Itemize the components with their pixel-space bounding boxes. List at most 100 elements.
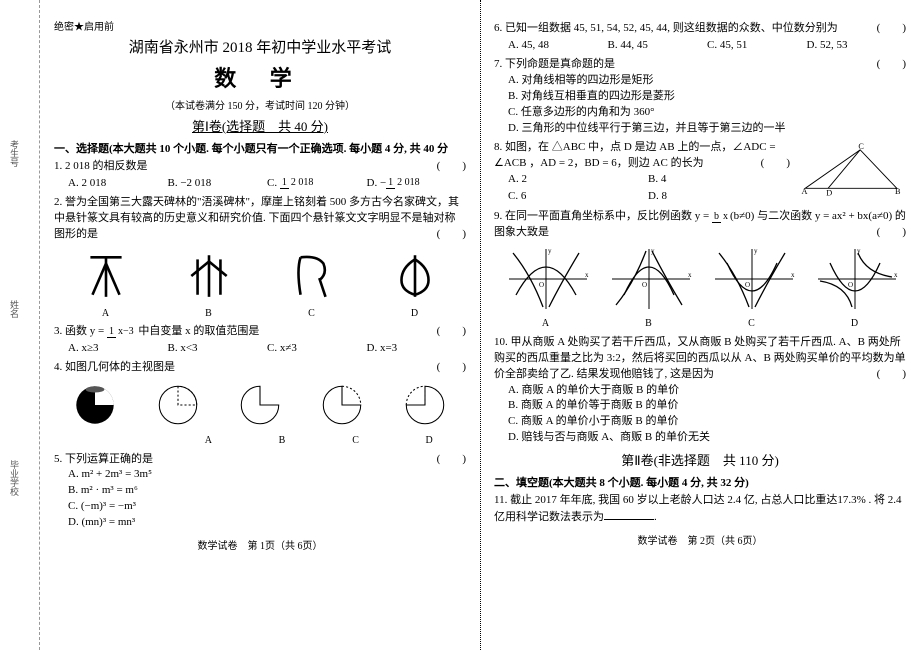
part-1-heading: 第Ⅰ卷(选择题 共 40 分) — [54, 116, 466, 135]
opt-d: D. (mn)³ = mn³ — [68, 515, 466, 531]
page-footer-2: 数学试卷 第 2页（共 6页） — [494, 532, 906, 547]
opt-c: C. x≠3 — [267, 341, 367, 357]
glyph-a — [76, 247, 136, 303]
svg-text:x: x — [585, 271, 589, 279]
answer-paren: ( ) — [877, 57, 906, 73]
question-1: 1. 2 018 的相反数是 ( ) A. 2 018 B. −2 018 C.… — [54, 159, 466, 192]
question-11: 11. 截止 2017 年年底, 我国 60 岁以上老龄人口达 2.4 亿, 占… — [494, 493, 906, 526]
opt-a: A. x≥3 — [68, 341, 168, 357]
q4-stem: 4. 如图几何体的主视图是 — [54, 361, 175, 373]
svg-text:O: O — [745, 281, 750, 289]
answer-paren: ( ) — [437, 452, 466, 468]
q8-stem: 8. 如图，在 △ABC 中，点 D 是边 AB 上的一点，∠ADC = ∠AC… — [494, 141, 776, 169]
section-2-heading: 二、填空题(本大题共 8 个小题. 每小题 4 分, 共 32 分) — [494, 474, 906, 490]
question-2: 2. 誉为全国第三大露天碑林的"浯溪碑林"，摩崖上铭刻着 500 多方古今名家碑… — [54, 195, 466, 321]
opt-c: C. 商贩 A 的单价小于商贩 B 的单价 — [508, 414, 906, 430]
question-10: 10. 甲从商贩 A 处购买了若干斤西瓜，又从商贩 B 处购买了若干斤西瓜. A… — [494, 335, 906, 447]
svg-text:B: B — [895, 186, 901, 195]
q7-stem: 7. 下列命题是真命题的是 — [494, 58, 615, 70]
svg-text:O: O — [539, 281, 544, 289]
q4-figs — [54, 379, 466, 431]
binding-label: 毕业学校 — [8, 460, 21, 496]
right-column: 6. 已知一组数据 45, 51, 54, 52, 45, 44, 则这组数据的… — [480, 0, 920, 650]
opt-c: C. 6 — [508, 189, 648, 205]
q1-options: A. 2 018 B. −2 018 C. 12 018 D. −12 018 — [68, 176, 466, 192]
svg-text:O: O — [848, 281, 853, 289]
opt-d: D. 赔钱与否与商贩 A、商贩 B 的单价无关 — [508, 430, 906, 446]
q9-stem-2: 图象大致是( ) — [494, 225, 906, 241]
opt-a: A. 45, 48 — [508, 38, 608, 54]
q9-labels: ABCD — [494, 317, 906, 332]
opt-b: B. 4 — [648, 172, 788, 188]
page-footer-1: 数学试卷 第 1页（共 6页） — [54, 537, 466, 552]
q2-stem: 2. 誉为全国第三大露天碑林的"浯溪碑林"，摩崖上铭刻着 500 多方古今名家碑… — [54, 196, 459, 240]
q9-stem: 9. 在同一平面直角坐标系中，反比例函数 y = bx(b≠0) 与二次函数 y… — [494, 210, 906, 222]
exam-region-title: 湖南省永州市 2018 年初中学业水平考试 — [54, 36, 466, 57]
pie-c — [316, 379, 368, 431]
opt-c: C. 12 018 — [267, 176, 367, 192]
opt-c: C. 45, 51 — [707, 38, 807, 54]
opt-a: A. 商贩 A 的单价大于商贩 B 的单价 — [508, 383, 906, 399]
pie-a — [152, 379, 204, 431]
chart-a: xyO — [501, 245, 591, 313]
opt-b: B. 对角线互相垂直的四边形是菱形 — [508, 89, 906, 105]
question-9: 9. 在同一平面直角坐标系中，反比例函数 y = bx(b≠0) 与二次函数 y… — [494, 209, 906, 331]
svg-text:C: C — [858, 142, 864, 151]
solid-icon — [69, 379, 121, 431]
opt-b: B. m² · m³ = m⁶ — [68, 483, 466, 499]
pie-d — [399, 379, 451, 431]
svg-text:A: A — [802, 186, 808, 195]
q10-stem: 10. 甲从商贩 A 处购买了若干斤西瓜，又从商贩 B 处购买了若干斤西瓜. A… — [494, 336, 906, 380]
opt-d: D. 三角形的中位线平行于第三边，并且等于第三边的一半 — [508, 121, 906, 137]
triangle-figure: A D B C — [796, 142, 906, 198]
svg-text:O: O — [642, 281, 647, 289]
binding-margin: 考生号 姓名 毕业学校 — [0, 0, 40, 650]
exam-info: （本试卷满分 150 分，考试时间 120 分钟） — [54, 97, 466, 112]
opt-c: C. (−m)³ = −m³ — [68, 499, 466, 515]
chart-b: xyO — [604, 245, 694, 313]
svg-text:x: x — [791, 271, 795, 279]
opt-a: A. m² + 2m³ = 3m⁵ — [68, 467, 466, 483]
pie-b — [234, 379, 286, 431]
binding-label: 考生号 — [8, 140, 21, 167]
answer-paren: ( ) — [437, 324, 466, 340]
answer-paren: ( ) — [761, 156, 790, 172]
q6-options: A. 45, 48 B. 44, 45 C. 45, 51 D. 52, 53 — [508, 38, 906, 54]
section-1-heading: 一、选择题(本大题共 10 个小题. 每个小题只有一个正确选项. 每小题 4 分… — [54, 140, 466, 156]
opt-d: D. 8 — [648, 189, 788, 205]
svg-text:x: x — [688, 271, 692, 279]
q3-options: A. x≥3 B. x<3 C. x≠3 D. x=3 — [68, 341, 466, 357]
opt-b: B. 44, 45 — [608, 38, 708, 54]
binding-label: 姓名 — [8, 300, 21, 318]
q5-options: A. m² + 2m³ = 3m⁵ B. m² · m³ = m⁶ C. (−m… — [68, 467, 466, 531]
part-2-heading: 第Ⅱ卷(非选择题 共 110 分) — [494, 450, 906, 469]
q4-labels: ABCD — [98, 434, 466, 449]
opt-b: B. x<3 — [168, 341, 268, 357]
blank-field[interactable] — [604, 509, 654, 520]
glyph-b — [179, 247, 239, 303]
chart-d: xyO — [810, 245, 900, 313]
q11-stem-2: 亿用科学记数法表示为 — [494, 511, 604, 523]
q2-glyphs — [54, 247, 466, 303]
q5-stem: 5. 下列运算正确的是 — [54, 453, 153, 465]
q11-stem-1: 11. 截止 2017 年年底, 我国 60 岁以上老龄人口达 2.4 亿, 占… — [494, 493, 906, 509]
q3-stem: 3. 函数 y = 1x−3 中自变量 x 的取值范围是 — [54, 325, 259, 337]
chart-c: xyO — [707, 245, 797, 313]
answer-paren: ( ) — [437, 159, 466, 175]
opt-d: D. −12 018 — [367, 176, 467, 192]
answer-paren: ( ) — [437, 227, 466, 243]
glyph-c — [282, 247, 342, 303]
question-7: 7. 下列命题是真命题的是 ( ) A. 对角线相等的四边形是矩形 B. 对角线… — [494, 57, 906, 137]
answer-paren: ( ) — [877, 367, 906, 383]
q1-stem: 1. 2 018 的相反数是 — [54, 160, 148, 172]
glyph-d — [385, 247, 445, 303]
q8-options: A. 2 B. 4 — [508, 172, 788, 188]
subject-title: 数 学 — [54, 61, 466, 93]
opt-b: B. 商贩 A 的单价等于商贩 B 的单价 — [508, 398, 906, 414]
opt-b: B. −2 018 — [168, 176, 268, 192]
q2-labels: ABCD — [54, 307, 466, 322]
q6-stem: 6. 已知一组数据 45, 51, 54, 52, 45, 44, 则这组数据的… — [494, 22, 838, 34]
secret-label: 绝密★启用前 — [54, 18, 466, 33]
q10-options: A. 商贩 A 的单价大于商贩 B 的单价 B. 商贩 A 的单价等于商贩 B … — [508, 383, 906, 447]
question-8: A D B C 8. 如图，在 △ABC 中，点 D 是边 AB 上的一点，∠A… — [494, 140, 906, 207]
